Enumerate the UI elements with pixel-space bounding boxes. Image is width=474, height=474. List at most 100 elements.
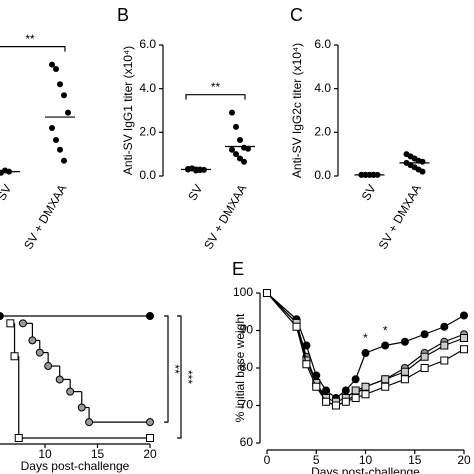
x-tick-label: 20 — [143, 447, 157, 461]
significance-label: *** — [181, 370, 195, 384]
x-axis-label: Days post-challenge — [21, 459, 130, 473]
y-tick-label: 90 — [240, 323, 254, 337]
data-point — [241, 158, 247, 165]
marker — [361, 349, 370, 357]
marker — [77, 403, 86, 412]
data-point — [65, 109, 71, 116]
marker — [6, 319, 15, 328]
significance-bracket — [164, 315, 169, 423]
marker — [400, 367, 409, 376]
marker — [302, 360, 311, 369]
x-tick-label: 15 — [408, 453, 422, 467]
x-tick-label: SV — [185, 182, 205, 203]
y-tick-label: 60 — [240, 435, 254, 449]
data-point — [233, 151, 239, 158]
x-tick-label: SV — [359, 182, 379, 203]
y-axis-label: % initial base weight — [233, 313, 247, 422]
y-axis-label: Anti-SV IgG1 titer (x10⁴) — [121, 46, 135, 175]
y-tick-label: 80 — [240, 360, 254, 374]
marker — [361, 382, 370, 391]
marker — [361, 390, 370, 399]
marker — [18, 319, 27, 328]
marker — [146, 418, 154, 427]
marker — [146, 312, 154, 320]
y-tick-label: 100 — [233, 285, 253, 299]
annotation: * — [383, 324, 388, 338]
marker — [440, 322, 449, 331]
y-tick-label: 6.0 — [314, 37, 331, 51]
x-axis-label: Days post-challenge — [311, 465, 420, 474]
y-tick-label: 2.0 — [314, 125, 331, 139]
marker — [341, 386, 350, 395]
marker — [10, 352, 19, 361]
data-point — [245, 145, 251, 152]
series-line — [266, 292, 465, 399]
marker — [460, 311, 468, 320]
y-tick-label: 6.0 — [139, 37, 156, 51]
data-point — [419, 168, 426, 175]
marker — [420, 330, 429, 339]
marker — [322, 397, 331, 406]
data-point — [197, 167, 203, 174]
marker — [331, 401, 340, 410]
data-point — [229, 146, 235, 153]
marker — [146, 434, 154, 442]
marker — [460, 334, 468, 342]
data-point — [57, 146, 63, 153]
marker — [44, 362, 53, 371]
x-tick-label: 15 — [91, 447, 105, 461]
x-tick-label: 20 — [457, 453, 471, 467]
data-point — [237, 136, 243, 143]
marker — [263, 289, 271, 297]
x-tick-label: 0 — [264, 453, 271, 467]
x-tick-label: 10 — [359, 453, 373, 467]
annotation: * — [363, 331, 368, 345]
data-point — [229, 109, 235, 116]
x-tick-label: 10 — [38, 447, 52, 461]
marker — [351, 386, 360, 395]
marker — [85, 418, 94, 427]
marker — [381, 375, 390, 384]
data-point — [419, 158, 426, 165]
marker — [420, 364, 429, 372]
marker — [460, 345, 468, 354]
marker — [381, 341, 390, 350]
y-axis-label: Anti-SV IgG2c titer (x10⁴) — [290, 43, 304, 178]
marker — [440, 356, 449, 365]
y-tick-label: 2.0 — [139, 125, 156, 139]
marker — [351, 375, 360, 384]
marker — [381, 382, 390, 391]
marker — [35, 348, 44, 357]
data-point — [61, 92, 67, 99]
marker — [0, 312, 4, 320]
data-point — [53, 136, 59, 143]
data-point — [61, 157, 67, 164]
x-tick-label: 5 — [313, 453, 320, 467]
significance-bracket — [177, 315, 182, 439]
y-tick-label: 70 — [240, 398, 254, 412]
x-tick-label: SV + DMXAA — [376, 182, 424, 252]
significance-bracket — [0, 46, 66, 52]
significance-label: ** — [25, 32, 35, 46]
data-point — [49, 124, 55, 131]
panel-letter: C — [290, 5, 303, 25]
marker — [292, 322, 301, 331]
y-tick-label: 0.0 — [314, 168, 331, 182]
data-point — [233, 123, 239, 130]
marker — [55, 375, 64, 384]
marker — [341, 397, 350, 406]
y-tick-label: 4.0 — [139, 81, 156, 95]
y-tick-label: 0.0 — [139, 168, 156, 182]
marker — [322, 386, 331, 395]
y-tick-label: 4.0 — [314, 81, 331, 95]
x-tick-label: SV — [0, 182, 14, 203]
panel-letter: B — [117, 5, 129, 25]
panel-letter: E — [232, 259, 244, 279]
x-tick-label: SV + DMXAA — [201, 182, 249, 252]
marker — [312, 382, 321, 391]
data-point — [237, 155, 243, 162]
marker — [400, 375, 409, 384]
marker — [351, 394, 360, 402]
data-point — [57, 81, 63, 88]
